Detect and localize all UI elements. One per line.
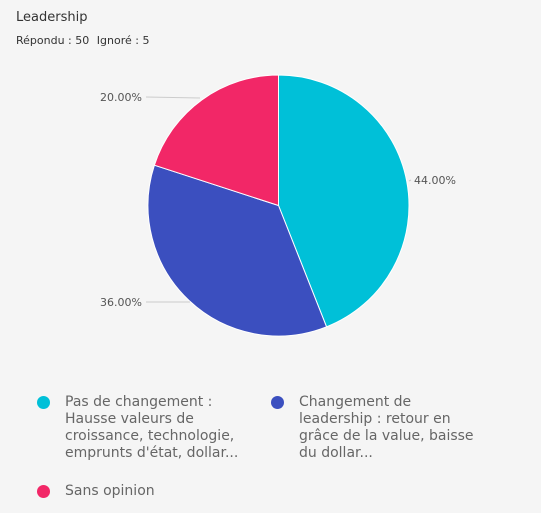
legend-label: Sans opinion (65, 483, 155, 499)
slice-value-label: 44.00% (414, 174, 456, 187)
response-stats: Répondu : 50 Ignoré : 5 (16, 34, 149, 47)
legend-marker-icon (271, 396, 284, 409)
value-label-leader-line (145, 96, 201, 99)
legend-item-no-change[interactable]: Pas de changement : Hausse valeurs de cr… (37, 394, 245, 462)
legend-label: Pas de changement : Hausse valeurs de cr… (65, 394, 239, 461)
chart-title: Leadership (16, 10, 88, 25)
legend-label: Changement de leadership : retour en grâ… (299, 394, 474, 461)
legend-item-leadership-change[interactable]: Changement de leadership : retour en grâ… (271, 394, 479, 462)
legend-marker-icon (37, 396, 50, 409)
value-label-leader-line (408, 179, 412, 182)
slice-leadership-change[interactable] (147, 164, 328, 337)
legend-item-no-opinion[interactable]: Sans opinion (37, 483, 245, 500)
slice-no-change[interactable] (278, 74, 410, 328)
pie-chart: 44.00% 36.00% 20.00% (100, 74, 456, 337)
slice-value-label: 36.00% (100, 296, 142, 309)
skipped-count: Ignoré : 5 (96, 34, 150, 47)
answered-count: Répondu : 50 (16, 34, 90, 47)
legend-marker-icon (37, 485, 50, 498)
slice-no-opinion[interactable] (153, 74, 279, 207)
slice-value-label: 20.00% (100, 91, 142, 104)
